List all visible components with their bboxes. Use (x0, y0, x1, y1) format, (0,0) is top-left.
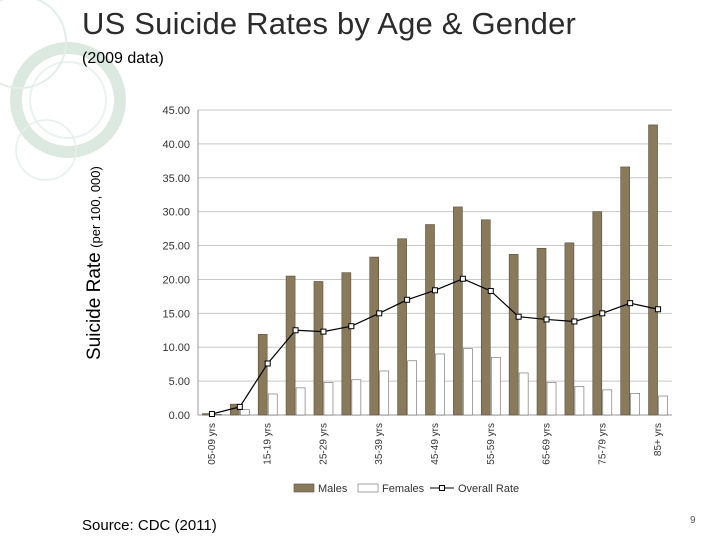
slide-subtitle: (2009 data) (82, 50, 164, 67)
y-tick-label: 35.00 (162, 173, 190, 185)
x-tick-label: 75-79 yrs (597, 423, 608, 465)
bar-females (490, 357, 501, 416)
y-tick-label: 45.00 (162, 105, 190, 117)
point-overall (432, 287, 438, 294)
y-tick-label: 0.00 (169, 410, 190, 422)
legend-swatch-females (357, 483, 379, 493)
bar-females (379, 370, 390, 416)
y-tick-label: 25.00 (162, 241, 190, 253)
bar-males (564, 242, 575, 416)
bar-males (508, 254, 519, 416)
point-overall (459, 275, 466, 282)
point-overall (264, 360, 271, 367)
point-overall (571, 318, 578, 325)
point-overall (404, 296, 411, 303)
legend-swatch-overall-marker (439, 485, 445, 491)
y-tick-label: 10.00 (162, 342, 190, 354)
y-tick-label: 40.00 (162, 139, 190, 151)
bar-females (407, 360, 417, 416)
bar-females (267, 393, 278, 416)
legend-label-females: Females (382, 483, 425, 495)
y-tick-label: 5.00 (169, 376, 190, 388)
legend-swatch-males (293, 483, 315, 493)
x-tick-label: 25-29 yrs (318, 423, 329, 465)
bar-females (518, 372, 529, 416)
x-tick-label: 05-09 yrs (207, 423, 218, 465)
bar-males (397, 238, 407, 416)
bar-males (536, 247, 547, 416)
bar-males (285, 275, 296, 416)
bar-males (620, 166, 630, 416)
page-number: 9 (690, 515, 696, 526)
x-tick-label: 55-59 yrs (486, 423, 497, 465)
source-note: Source: CDC (2011) (82, 517, 217, 534)
point-overall (515, 313, 522, 320)
bar-males (369, 256, 380, 416)
bar-males (453, 206, 463, 416)
y-tick-label: 15.00 (162, 308, 190, 320)
legend-label-males: Males (318, 483, 348, 495)
bar-males (480, 219, 491, 416)
x-tick-label: 65-69 yrs (542, 423, 553, 465)
point-overall (543, 316, 550, 323)
bar-females (463, 348, 473, 416)
point-overall (208, 410, 215, 417)
point-overall (627, 300, 634, 307)
x-tick-label: 45-49 yrs (430, 423, 441, 465)
bar-females (351, 379, 362, 416)
suicide-rate-chart: 0.00 5.00 10.00 15.00 20.00 25.00 30.00 35.00 40… (162, 105, 672, 495)
x-tick-label: 35-39 yrs (374, 423, 385, 465)
legend-label-overall: Overall Rate (458, 483, 519, 495)
point-overall (348, 323, 355, 330)
bar-males (425, 224, 435, 416)
point-overall (655, 306, 662, 313)
x-tick-label: 85+ yrs (653, 423, 664, 456)
y-tick-label: 30.00 (162, 207, 190, 219)
bar-females (630, 393, 640, 416)
bar-females (602, 389, 613, 416)
y-axis-label: Suicide Rate (per 100, 000) (84, 166, 106, 360)
y-axis-label-unit: (per 100, 000) (88, 166, 103, 248)
bar-females (546, 382, 557, 416)
x-tick-label: 15-19 yrs (263, 423, 274, 465)
bar-males (341, 272, 352, 416)
point-overall (487, 287, 494, 294)
bar-males (257, 334, 268, 416)
point-overall (292, 327, 299, 334)
y-tick-label: 20.00 (162, 274, 190, 286)
point-overall (376, 310, 383, 317)
bar-females (295, 387, 306, 416)
bar-females (658, 395, 668, 416)
bar-males (648, 124, 658, 416)
bar-females (323, 382, 334, 416)
bar-females (435, 353, 445, 416)
y-axis-label-main: Suicide Rate (84, 252, 105, 360)
point-overall (320, 328, 327, 335)
point-overall (236, 403, 243, 410)
bar-females (574, 386, 585, 416)
series-line-overall (211, 278, 659, 415)
bar-females (240, 409, 250, 416)
slide-title: US Suicide Rates by Age & Gender (82, 6, 577, 41)
bar-males (313, 281, 324, 416)
point-overall (599, 310, 606, 317)
